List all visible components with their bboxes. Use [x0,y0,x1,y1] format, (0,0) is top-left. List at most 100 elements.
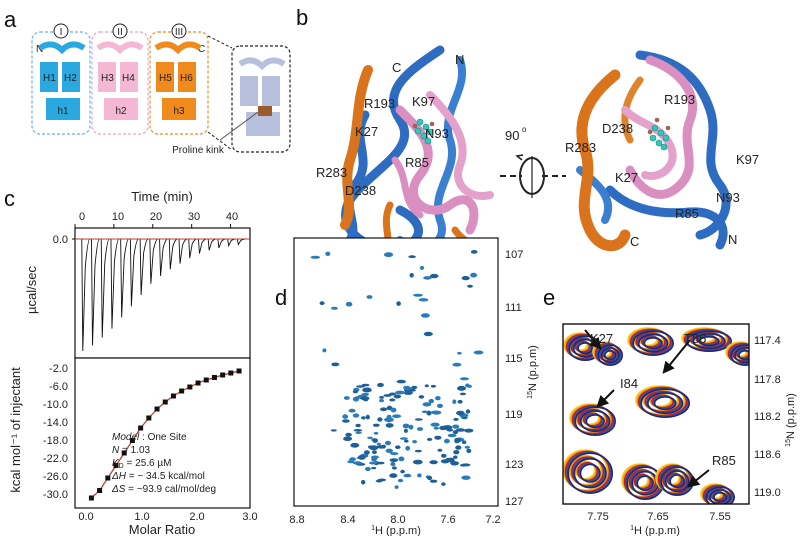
contour-line [604,350,617,361]
itc-fit-ylabel: kcal mol⁻¹ of injectant [8,367,23,493]
hsqc-peak [319,301,325,306]
hsqc-peak [368,445,373,449]
domain-3-circle [171,23,187,39]
rotation-degree: o [522,125,527,134]
panel-label-c: c [4,186,15,211]
hsqc-peak [392,414,402,419]
hsqc-peak [371,466,377,470]
proline-kink-label: Proline kink [172,145,225,156]
hsqc-peak [379,399,384,403]
hsqc-peak [460,463,471,467]
helix-h2-label: H2 [64,73,77,84]
contour-line [567,452,614,495]
domain-2-circle [112,23,128,39]
hsqc-peak [389,458,399,462]
hsqc-ytick-4: 123 [505,459,523,471]
hsqc-peak [403,385,411,390]
left-label-k27: K27 [355,124,378,139]
hsqc-peak [413,293,423,297]
itc-raw-xtick-10: 10 [112,211,124,223]
contour-line [669,474,686,489]
contour-line [637,333,669,353]
hsqc-peak [424,384,429,388]
contour-peaks [563,327,749,504]
fit-ds-label: ΔS [111,484,126,495]
rotation-indicator [500,154,566,198]
hsqc-peak [412,440,417,444]
hsqc-ytick-0: 107 [505,249,523,261]
itc-fit-point [113,463,119,468]
domain-3-roman: III [175,27,183,38]
hsqc-peak [372,438,379,443]
hsqc-peak [377,445,385,449]
svg-text:ΔS = −93.9 cal/mol/deg: ΔS = −93.9 cal/mol/deg [111,484,216,495]
itc-fit-xtick-3: 3.0 [242,511,257,523]
hsqc-peak [427,475,433,481]
hsqc-peak [428,398,434,404]
hsqc-peak [395,390,405,395]
right-label-r283: R283 [565,140,596,155]
hsqc-peak [348,408,356,413]
left-label-c: C [392,60,401,75]
hsqc-peak [362,387,372,393]
hsqc-peak [345,432,352,437]
helix-h5-label: H5 [159,73,172,84]
hsqc-peak [330,429,337,432]
arrow-t86 [662,339,691,374]
itc-raw-xtick-20: 20 [150,211,162,223]
contour-line [704,485,734,504]
hsqc-peak [373,431,379,435]
svg-text:ΔH = − 34.5 kcal/mol: ΔH = − 34.5 kcal/mol [111,471,205,482]
left-label-r85: R85 [405,155,429,170]
hsqc-peak [385,440,391,446]
hsqc-peak [391,466,397,470]
hsqc-peak [367,436,373,439]
hsqc-peak [383,394,392,397]
hsqc-peak [365,466,371,472]
hsqc-peak [371,455,379,459]
rotation-angle: 90 [505,128,519,143]
hsqc-zoom-frame [562,323,750,505]
hsqc-peak [422,402,432,407]
hsqc-peak [465,409,471,414]
contour-line [730,344,749,366]
hsqc-peak [453,417,459,421]
left-label-n93: N93 [425,126,449,141]
structure-right-view [576,50,731,252]
hsqc-peak [417,473,422,478]
contour-line [597,344,624,367]
domain-3-shape [154,41,202,120]
proline-kink-marker [258,106,272,116]
hsqc-peak [384,417,394,423]
itc-fit-ytick-0: -2.0 [49,363,68,375]
hsqc-peak [400,469,405,474]
contour-line [692,333,726,350]
hsqc-peak [429,460,438,465]
hsqc-peak [459,392,466,396]
contour-line [738,350,749,361]
hsqc-peak [369,461,378,465]
hsqc-peak [457,399,463,404]
itc-fit-point [138,425,144,431]
arrow-r85 [687,469,710,488]
hsqc-peak [461,276,470,281]
hsqc-peak [409,273,414,278]
hsqc-peak [466,448,472,453]
contour-line [574,406,617,437]
hsqc-peak [440,459,450,464]
hsqc-peak [405,445,411,451]
hsqc-peak [441,453,447,458]
zoom-ytick-0: 117.4 [754,335,781,347]
itc-fit-point [88,495,94,501]
hsqc-peak [450,461,459,466]
hsqc-peak [396,301,401,306]
hsqc-peak [377,382,384,388]
zoom-xtick-2: 7.55 [709,511,730,523]
hsqc-peak [434,435,442,440]
hsqc-peak [380,407,388,412]
panel-label-a: a [4,7,17,32]
c-terminus-label: C [198,44,205,55]
hsqc-peak [352,390,358,394]
arrow-k27 [584,329,602,350]
hsqc-peak [452,362,462,367]
